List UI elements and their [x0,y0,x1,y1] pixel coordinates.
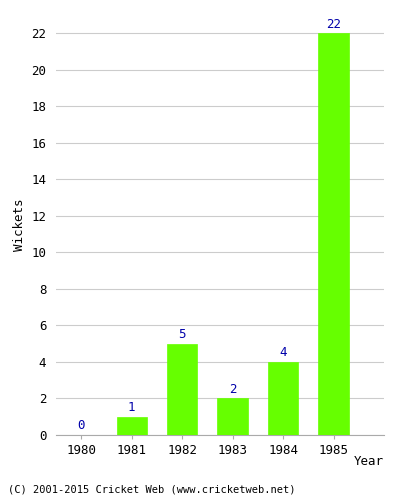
Text: (C) 2001-2015 Cricket Web (www.cricketweb.net): (C) 2001-2015 Cricket Web (www.cricketwe… [8,485,296,495]
Bar [167,344,197,435]
Text: 2: 2 [229,382,236,396]
Y-axis label: Wickets: Wickets [13,198,26,251]
Text: Year: Year [354,455,384,468]
Text: 0: 0 [78,420,85,432]
Bar [268,362,298,435]
Text: 22: 22 [326,18,341,30]
Bar [318,34,349,435]
Text: 5: 5 [178,328,186,341]
Bar [116,416,147,435]
Text: 1: 1 [128,401,136,414]
Bar [218,398,248,435]
Text: 4: 4 [279,346,287,359]
